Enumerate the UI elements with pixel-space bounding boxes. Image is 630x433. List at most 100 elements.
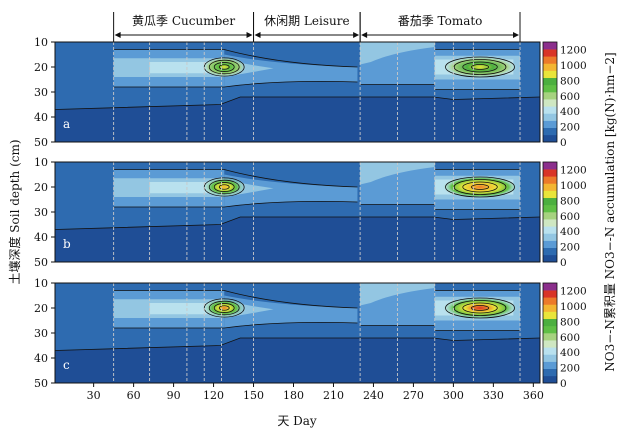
x-tick-label: 120 (203, 389, 224, 402)
season-label: 休闲期 Leisure (264, 14, 349, 28)
leisure-tail (224, 174, 358, 207)
x-tick-label: 180 (283, 389, 304, 402)
contour-line (55, 337, 540, 351)
colorbar-tick-label: 0 (560, 378, 567, 390)
arrow-head-right (246, 32, 253, 38)
y-tick-label: 40 (34, 352, 48, 365)
colorbar-swatch (543, 290, 557, 298)
colorbar-tick-label: 1200 (560, 45, 587, 57)
colorbar-swatch (543, 297, 557, 305)
colorbar-swatch (543, 333, 557, 341)
colorbar-frame (542, 161, 558, 263)
colorbar-tick-label: 200 (560, 363, 580, 375)
contour-line (113, 321, 358, 329)
peak-contour (208, 179, 240, 195)
contour-line (55, 96, 540, 110)
colorbar-swatch (543, 304, 557, 312)
peak-contour (471, 64, 490, 70)
colorbar-swatch (543, 204, 557, 213)
colorbar-swatch (543, 240, 557, 249)
season-annotations: 黄瓜季 Cucumber 休闲期 Leisure 番茄季 Tomato (113, 12, 521, 42)
colorbar-label: NO3−-N累积量 NO3−-N accumulation [kg(N)·hm−… (603, 52, 617, 371)
y-tick-label: 20 (34, 302, 48, 315)
colorbar-swatch (543, 219, 557, 227)
colorbar-swatch (543, 63, 557, 71)
arrow-head-left (361, 32, 368, 38)
y-tick-label: 50 (34, 377, 48, 390)
peak-contour (445, 297, 515, 319)
colorbar-swatch (543, 92, 557, 100)
x-tick-label: 360 (523, 389, 544, 402)
arrow-head-right (513, 32, 520, 38)
colorbar-tick-label: 0 (560, 257, 567, 269)
y-tick-label: 30 (34, 86, 48, 99)
colorbar-tick-label: 600 (560, 332, 580, 344)
peak-contour (453, 59, 507, 75)
colorbar-tick-label: 400 (560, 106, 580, 118)
y-tick-label: 20 (34, 61, 48, 74)
y-tick-label: 10 (34, 156, 48, 169)
colorbar-swatch (543, 325, 557, 334)
colorbar-tick-label: 1000 (560, 180, 587, 192)
y-tick-label: 20 (34, 181, 48, 194)
peak-contour (445, 56, 515, 78)
colorbar-swatch (543, 375, 557, 384)
y-axis-label: 土壤深度 Soil depth (cm) (7, 139, 22, 284)
colorbar-swatch (543, 340, 557, 348)
colorbar-swatch (543, 233, 557, 241)
peak-contour (462, 61, 498, 73)
deep-layer (55, 338, 540, 383)
arrow-head-left (114, 32, 121, 38)
colorbar-c: 0 200 400 600 800 1000 1200 (542, 282, 587, 390)
peak-contour (462, 302, 498, 314)
peak-contour (453, 179, 507, 195)
colorbar-swatch (543, 70, 557, 79)
y-tick-label: 40 (34, 231, 48, 244)
colorbar-swatch (543, 134, 557, 143)
colorbar-tick-label: 600 (560, 211, 580, 223)
colorbar-swatch (543, 42, 557, 50)
panel-b (55, 162, 540, 262)
season-label: 黄瓜季 Cucumber (132, 14, 235, 28)
arrow-head-left (254, 32, 261, 38)
panel-a (55, 42, 540, 142)
colorbar-swatch (543, 190, 557, 199)
colorbar-tick-label: 800 (560, 316, 580, 328)
colorbar-swatch (543, 318, 557, 327)
leisure-tail (224, 54, 358, 87)
colorbar-swatch (543, 311, 557, 320)
colorbar-tick-label: 200 (560, 122, 580, 134)
contour-line (113, 80, 358, 88)
colorbar-swatch (543, 347, 557, 355)
colorbar-swatch (543, 226, 557, 234)
colorbar-swatch (543, 254, 557, 263)
colorbar-swatch (543, 162, 557, 170)
peak-contour (471, 184, 490, 190)
peak-contour (213, 303, 235, 313)
y-tick-label: 50 (34, 256, 48, 269)
colorbar-tick-label: 1200 (560, 165, 587, 177)
colorbar-swatch (543, 361, 557, 370)
x-tick-label: 270 (403, 389, 424, 402)
colorbar-tick-label: 0 (560, 137, 567, 149)
colorbar-swatch (543, 283, 557, 291)
x-tick-label: 210 (323, 389, 344, 402)
colorbar-swatch (543, 120, 557, 129)
colorbar-swatch (543, 113, 557, 121)
contour-line (113, 200, 358, 208)
colorbar-tick-label: 800 (560, 75, 580, 87)
colorbar-swatch (543, 77, 557, 86)
colorbar-tick-label: 800 (560, 195, 580, 207)
x-tick-label: 30 (87, 389, 101, 402)
peak-contour (218, 305, 230, 311)
season-label: 番茄季 Tomato (398, 14, 483, 28)
colorbar-tick-label: 400 (560, 347, 580, 359)
contour-line (113, 290, 358, 309)
colorbar-swatch (543, 354, 557, 362)
peak-contour (445, 176, 515, 198)
colorbar-tick-label: 600 (560, 91, 580, 103)
colorbar-frame (542, 282, 558, 384)
peak-contour (218, 184, 230, 190)
colorbar-swatch (543, 84, 557, 93)
